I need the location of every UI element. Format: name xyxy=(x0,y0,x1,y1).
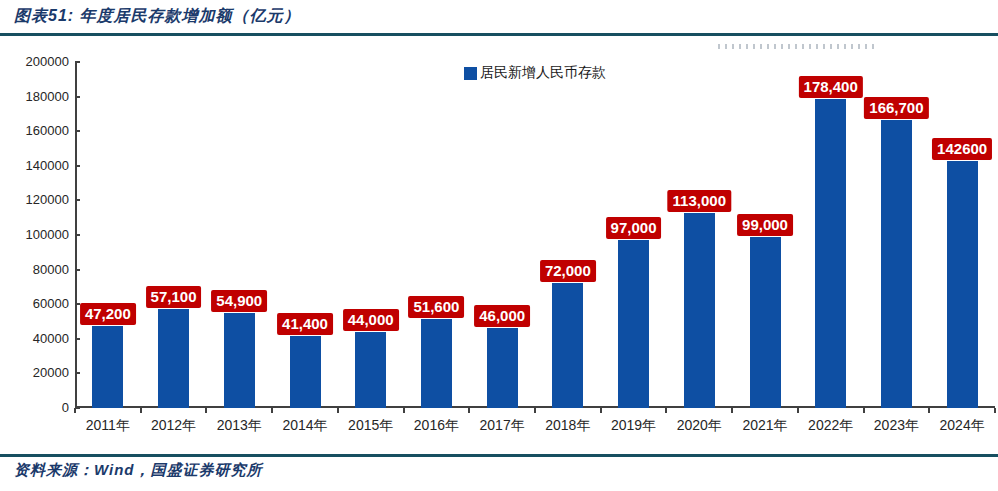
bar-2013年 xyxy=(224,313,255,408)
bar-value-label: 113,000 xyxy=(668,190,731,212)
x-axis-tick xyxy=(863,408,865,413)
x-axis-label: 2024年 xyxy=(929,417,995,435)
x-axis-tick xyxy=(665,408,667,413)
x-axis-label: 2021年 xyxy=(732,417,798,435)
x-axis-label: 2016年 xyxy=(404,417,470,435)
bar-value-label: 178,400 xyxy=(799,76,863,98)
x-axis-tick xyxy=(205,408,207,413)
bar-2024年 xyxy=(947,161,978,408)
y-axis-tick xyxy=(75,269,80,271)
bar-value-label: 99,000 xyxy=(737,214,793,236)
bar-value-label: 44,000 xyxy=(343,309,399,331)
bar-2015年 xyxy=(355,332,386,408)
x-axis-tick xyxy=(600,408,602,413)
x-axis-tick xyxy=(337,408,339,413)
y-axis-label: 180000 xyxy=(7,89,69,104)
bar-value-label: 57,100 xyxy=(146,286,202,308)
bar-value-label: 41,400 xyxy=(277,313,333,335)
y-axis-label: 40000 xyxy=(7,331,69,346)
bar-value-label: 72,000 xyxy=(540,260,596,282)
x-axis-label: 2013年 xyxy=(206,417,272,435)
x-axis-tick xyxy=(731,408,733,413)
x-axis-label: 2023年 xyxy=(864,417,930,435)
bar-2012年 xyxy=(158,309,189,408)
x-axis-label: 2018年 xyxy=(535,417,601,435)
figure-title: 图表51: 年度居民存款增加额（亿元） xyxy=(14,6,301,27)
x-axis-tick xyxy=(928,408,930,413)
bar-2022年 xyxy=(815,99,846,408)
footer-divider-rule xyxy=(0,454,998,457)
x-axis-tick xyxy=(468,408,470,413)
y-axis-label: 120000 xyxy=(7,192,69,207)
x-axis-label: 2019年 xyxy=(601,417,667,435)
x-axis-label: 2022年 xyxy=(798,417,864,435)
y-axis-label: 140000 xyxy=(7,158,69,173)
bar-2018年 xyxy=(552,283,583,408)
x-axis-label: 2011年 xyxy=(75,417,141,435)
x-axis-label: 2020年 xyxy=(666,417,732,435)
bar-2014年 xyxy=(290,336,321,408)
x-axis-label: 2012年 xyxy=(141,417,207,435)
bar-2016年 xyxy=(421,319,452,408)
bar-2017年 xyxy=(487,328,518,408)
bar-2023年 xyxy=(881,120,912,408)
y-axis-label: 60000 xyxy=(7,296,69,311)
bar-value-label: 166,700 xyxy=(864,97,928,119)
x-axis-label: 2017年 xyxy=(469,417,535,435)
y-axis-label: 80000 xyxy=(7,262,69,277)
title-divider-rule xyxy=(0,33,998,36)
y-axis-label: 160000 xyxy=(7,123,69,138)
faint-watermark-text xyxy=(718,44,876,49)
x-axis-tick xyxy=(994,408,996,413)
y-axis-label: 0 xyxy=(7,400,69,415)
x-axis-tick xyxy=(271,408,273,413)
x-axis-tick xyxy=(534,408,536,413)
bar-value-label: 51,600 xyxy=(408,296,464,318)
x-axis-tick xyxy=(797,408,799,413)
bar-2020年 xyxy=(684,213,715,408)
x-axis-label: 2015年 xyxy=(338,417,404,435)
bar-2019年 xyxy=(618,240,649,408)
x-axis-tick xyxy=(140,408,142,413)
y-axis-label: 100000 xyxy=(7,227,69,242)
plot-area xyxy=(75,62,995,408)
y-axis-tick xyxy=(75,199,80,201)
bar-value-label: 142600 xyxy=(932,138,992,160)
y-axis-label: 20000 xyxy=(7,365,69,380)
x-axis-tick xyxy=(74,408,76,413)
y-axis-tick xyxy=(75,96,80,98)
x-axis-tick xyxy=(403,408,405,413)
source-attribution: 资料来源：Wind，国盛证券研究所 xyxy=(14,461,263,480)
y-axis-tick xyxy=(75,372,80,374)
y-axis-tick xyxy=(75,130,80,132)
x-axis-label: 2014年 xyxy=(272,417,338,435)
bar-value-label: 46,000 xyxy=(474,305,530,327)
bar-value-label: 54,900 xyxy=(211,290,267,312)
y-axis-tick xyxy=(75,61,80,63)
bar-value-label: 47,200 xyxy=(80,303,136,325)
y-axis-tick xyxy=(75,234,80,236)
bar-2021年 xyxy=(750,237,781,408)
y-axis-tick xyxy=(75,165,80,167)
y-axis-tick xyxy=(75,338,80,340)
y-axis-label: 200000 xyxy=(7,54,69,69)
bar-value-label: 97,000 xyxy=(606,217,662,239)
chart-figure: 图表51: 年度居民存款增加额（亿元） 居民新增人民币存款 0200004000… xyxy=(0,0,998,491)
bar-2011年 xyxy=(92,326,123,408)
